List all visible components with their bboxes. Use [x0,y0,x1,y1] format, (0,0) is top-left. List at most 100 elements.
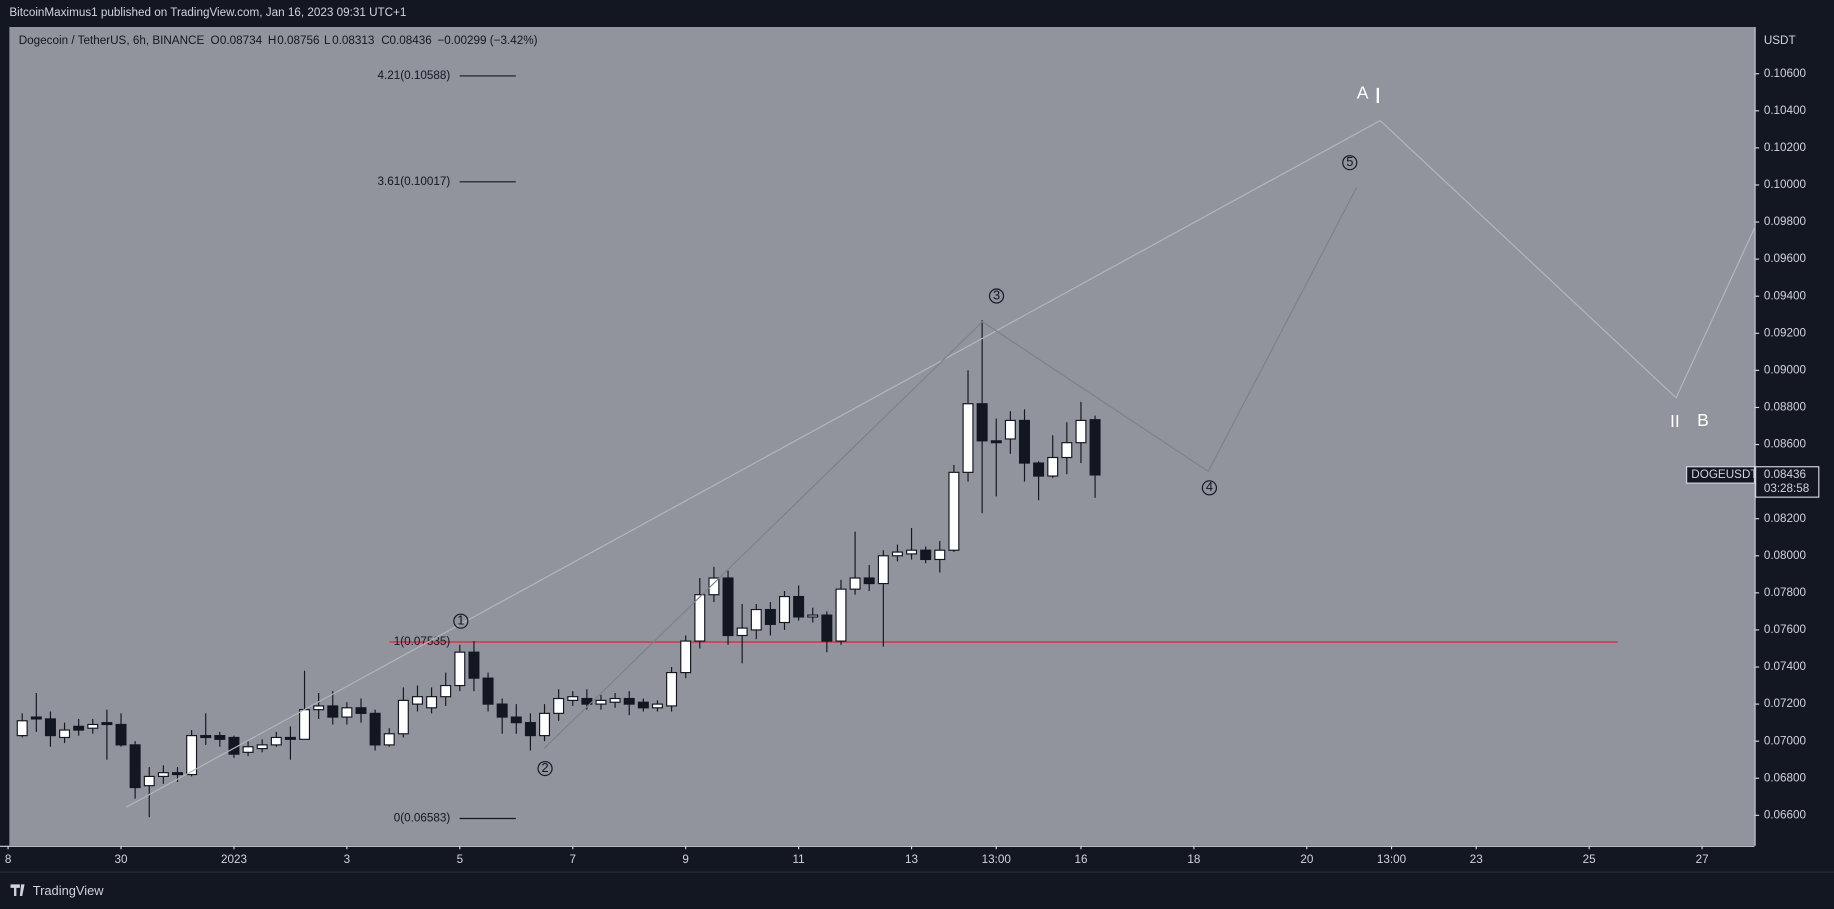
fib-label: 4.21(0.10588) [378,69,451,82]
ohlc-label: H [268,34,276,47]
x-tick-label: 18 [1187,853,1200,866]
candle-body [708,577,720,596]
y-tick-label: 0.07600 [1764,623,1807,636]
y-tick-label: 0.09200 [1764,326,1807,339]
candle-body [214,735,226,740]
candle-body [369,712,381,746]
wave-label: 3 [993,287,1000,302]
wave-label: 1 [457,613,464,628]
candle-body [171,772,183,776]
wave-label: II [1670,411,1680,431]
wave-circle [453,613,469,629]
price-tag-price: 0.08436 [1764,468,1806,481]
y-tick-label: 0.07400 [1764,660,1807,673]
y-tick-label: 0.07800 [1764,586,1807,599]
candle-body [736,627,748,637]
candle-body [383,733,395,746]
x-tick-label: 25 [1583,853,1597,866]
x-tick-label: 9 [682,853,689,866]
fib-label: 0(0.06583) [394,812,451,825]
wave-circles [453,155,1358,777]
candle-body [355,707,367,714]
candle-body [454,651,466,687]
candle-body [807,614,819,618]
candle-body [186,735,198,776]
candle-body [242,746,254,753]
candle-body [990,440,1002,444]
candle-body [327,705,339,718]
candle-body [567,696,579,701]
candle-body [666,671,678,707]
fib-label: 1(0.07535) [394,635,451,648]
candle-body [722,577,734,637]
x-tick-label: 11 [793,853,805,866]
time-axis [0,845,1834,872]
wave-circle [1342,155,1358,171]
x-tick-label: 20 [1300,853,1314,866]
candle-body [496,703,508,718]
candle-body [595,699,607,705]
axis-unit: USDT [1764,34,1796,47]
y-tick-label: 0.06800 [1764,771,1807,784]
x-tick-label: 13:00 [1377,853,1407,866]
ohlc-value: 0.08313 [332,34,374,47]
wave-circle [1201,480,1218,496]
x-tick-label: 7 [569,853,576,866]
candle-body [539,712,551,737]
candle-body [1061,442,1073,459]
candle-body [948,471,960,551]
y-tick-label: 0.10400 [1764,104,1807,117]
candle-body [284,736,296,740]
candle-body [934,549,946,561]
projection-line [126,119,1755,808]
x-tick-label: 13:00 [982,853,1012,866]
candle-body [299,709,311,740]
candle-body [101,722,113,726]
candle-body [623,697,635,705]
candle-body [863,577,875,585]
logo [10,884,25,897]
candle-body [87,723,99,729]
candle-body [157,772,169,777]
candle-body [468,651,480,679]
y-tick-label: 0.10000 [1764,178,1807,191]
candle-body [482,677,494,705]
symbol-title: Dogecoin / TetherUS, 6h, BINANCE [19,34,205,47]
candle-body [906,549,918,555]
y-tick-label: 0.09800 [1764,215,1807,228]
candle-body [835,588,847,642]
candle-body [609,697,621,703]
x-tick-label: 23 [1470,853,1483,866]
candle-body [920,549,932,561]
candle-body [73,725,85,731]
candle-body [1033,462,1045,477]
candle-body [821,614,833,642]
y-tick-label: 0.08000 [1764,549,1807,562]
candle-body [16,720,28,737]
ohlc-value: 0.08734 [220,34,263,47]
wave-circle [988,288,1005,304]
ohlc-label: O [211,34,220,47]
candle-body [143,775,155,787]
x-tick-label: 2023 [221,853,247,866]
price-tag-box [1686,466,1756,484]
y-tick-label: 0.08200 [1764,512,1807,525]
candle-body [793,595,805,618]
candle-body [270,736,282,746]
candle-body [962,403,974,473]
candle-body [651,703,663,709]
wave-line [543,186,1358,750]
y-tick-label: 0.10600 [1764,67,1807,80]
candle-body [1089,419,1101,476]
x-tick-label: 27 [1696,853,1709,866]
candle-body [115,723,127,746]
candle-body [426,696,438,709]
candle-body [764,608,776,625]
y-tick-label: 0.09400 [1764,289,1807,302]
wave-circle [537,760,553,777]
x-tick-label: 13 [905,853,918,866]
wave-label: 2 [541,760,548,775]
candle-body [891,551,903,557]
